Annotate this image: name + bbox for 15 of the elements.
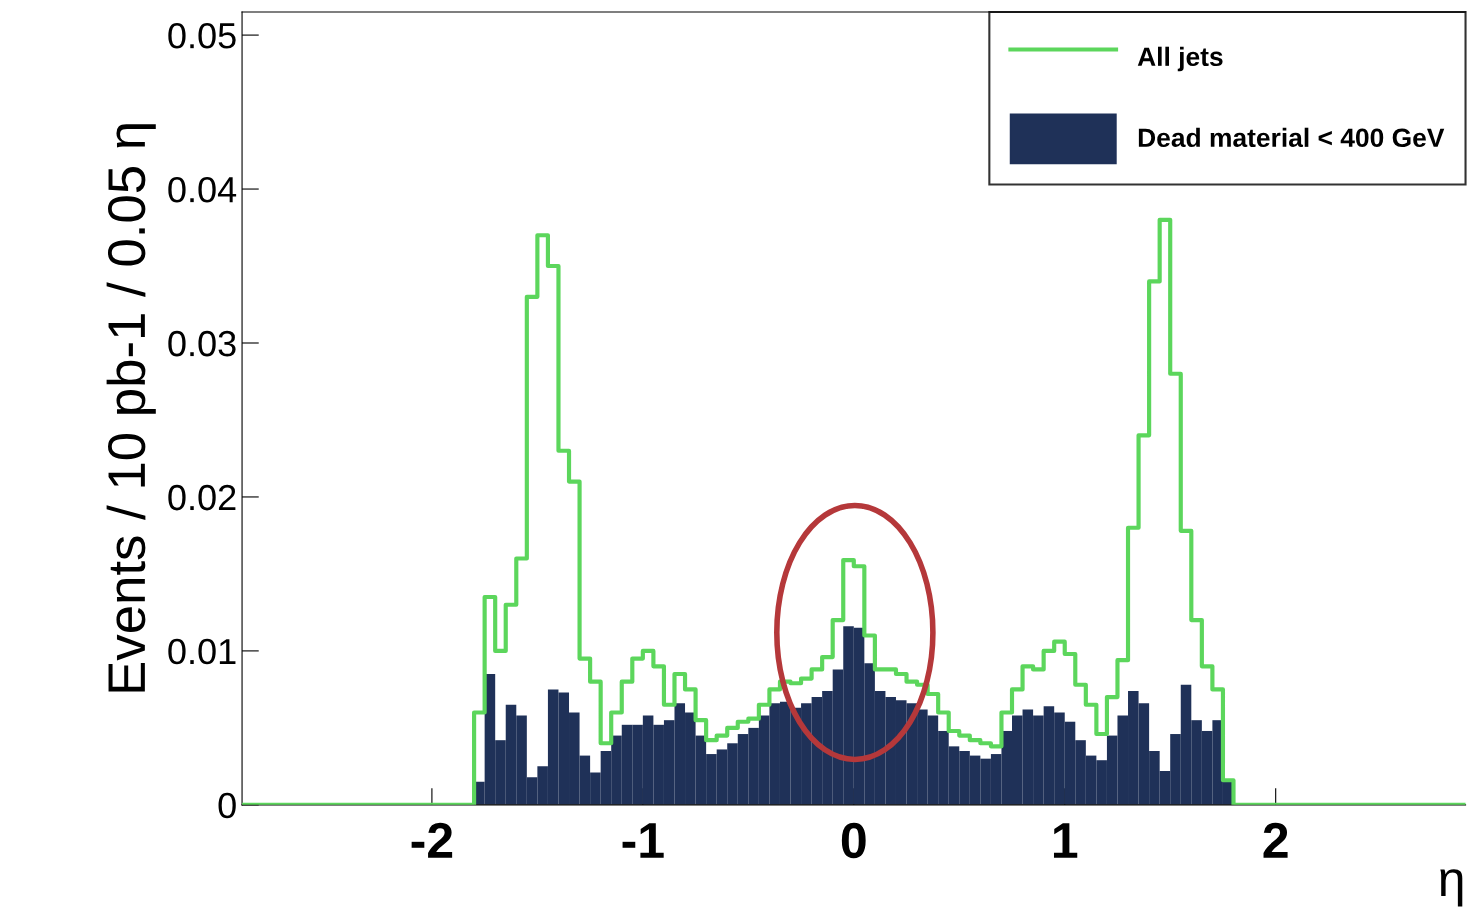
- y-tick-label: 0: [218, 792, 236, 819]
- y-tick-label: 0.03: [168, 330, 236, 357]
- x-tick-label: 2: [1263, 822, 1288, 858]
- y-tick-label: 0.04: [168, 176, 237, 203]
- y-tick-label: 0.02: [168, 484, 236, 511]
- x-axis-title: η: [1440, 869, 1463, 907]
- legend-label: All jets: [1137, 46, 1223, 72]
- y-axis-title: Events / 10 pb-1 / 0.05 η: [106, 124, 156, 692]
- x-tick-label: 1: [1053, 823, 1078, 858]
- x-tick-label: -2: [411, 822, 453, 858]
- y-tick-label: 0.05: [168, 22, 236, 49]
- x-tick-label: 0: [841, 822, 866, 859]
- y-tick-label: 0.01: [168, 638, 236, 665]
- legend-label: Dead material < 400 GeV: [1138, 127, 1445, 148]
- x-tick-label: -1: [622, 823, 664, 858]
